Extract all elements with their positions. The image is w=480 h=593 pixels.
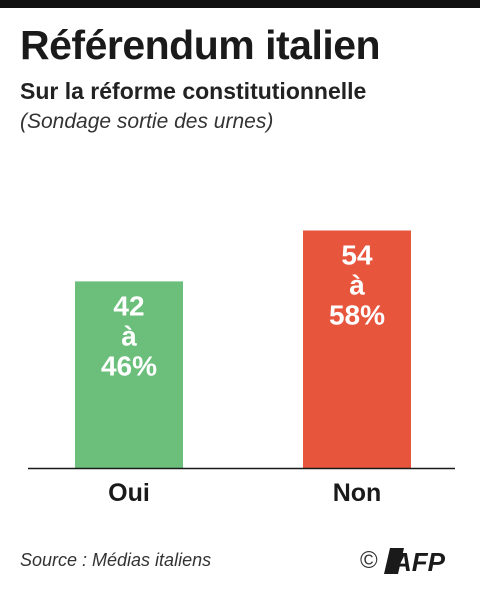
data-label-non: 54 à 58%	[329, 239, 385, 330]
chart-note: (Sondage sortie des urnes)	[20, 110, 274, 133]
afp-logo-icon: AFP	[383, 547, 446, 577]
bar-non	[303, 230, 411, 468]
afp-logo-text: AFP	[392, 547, 446, 577]
data-label-oui: 42 à 46%	[101, 290, 157, 381]
category-label-oui: Oui	[108, 479, 150, 507]
bar-chart: 42 à 46% Oui 54 à 58% Non	[28, 230, 455, 507]
credit: © AFP	[360, 545, 464, 577]
copyright-symbol: ©	[360, 547, 378, 574]
chart-title: Référendum italien	[20, 22, 381, 68]
category-label-non: Non	[333, 479, 382, 507]
source-text: Source : Médias italiens	[20, 550, 212, 570]
bar-oui	[75, 281, 183, 468]
top-rule	[0, 0, 480, 8]
chart-subtitle: Sur la réforme constitutionnelle	[20, 78, 367, 104]
